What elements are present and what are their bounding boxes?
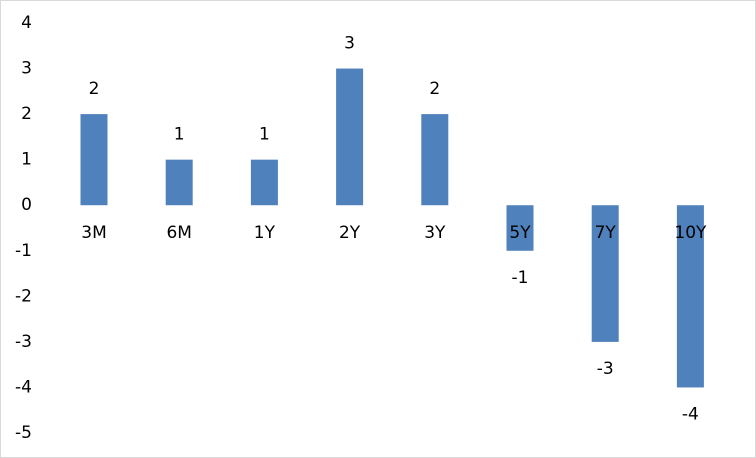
bar <box>676 205 704 388</box>
y-tick-label: -2 <box>15 286 32 306</box>
bar <box>165 159 193 206</box>
y-tick-label: 3 <box>21 59 32 79</box>
x-tick-label: 2Y <box>339 223 361 243</box>
bar <box>421 114 449 206</box>
x-tick-label: 6M <box>166 223 191 243</box>
y-tick-label: 1 <box>21 150 32 170</box>
x-tick-label: 10Y <box>674 223 707 243</box>
data-label: 1 <box>259 125 270 145</box>
data-label: -4 <box>682 404 699 424</box>
y-tick-label: -4 <box>15 377 32 397</box>
y-tick-label: 4 <box>21 13 32 33</box>
y-tick-label: -1 <box>15 241 32 261</box>
bar <box>250 159 278 206</box>
data-label: 2 <box>429 79 440 99</box>
x-tick-label: 7Y <box>595 223 617 243</box>
x-tick-label: 3M <box>81 223 106 243</box>
data-label: 1 <box>174 125 185 145</box>
data-label: -3 <box>597 359 614 379</box>
data-label: -1 <box>512 268 529 288</box>
bar <box>80 114 108 206</box>
x-tick-label: 3Y <box>424 223 446 243</box>
data-label: 2 <box>89 79 100 99</box>
data-label: 3 <box>344 34 355 54</box>
y-tick-label: 0 <box>21 195 32 215</box>
y-tick-label: 2 <box>21 104 32 124</box>
x-tick-label: 1Y <box>254 223 276 243</box>
y-tick-label: -3 <box>15 332 32 352</box>
bar <box>336 68 364 206</box>
bar <box>591 205 619 342</box>
x-tick-label: 5Y <box>509 223 531 243</box>
y-tick-label: -5 <box>15 423 32 443</box>
bar <box>506 205 534 251</box>
